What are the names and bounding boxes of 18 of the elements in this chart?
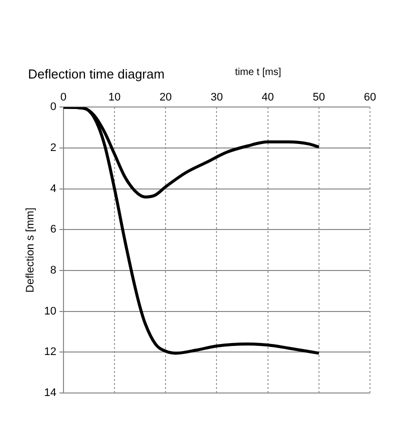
chart-title: Deflection time diagram [28,66,165,82]
y-tick-label: 4 [50,182,56,195]
x-tick-label: 30 [210,92,223,104]
x-tick-label: 20 [160,92,172,104]
x-tick-label: 0 [60,92,66,104]
x-tick-label: 10 [108,92,121,104]
y-tick-label: 10 [44,305,56,318]
y-tick-label: 2 [50,142,56,154]
y-tick-label: 0 [50,101,56,114]
x-tick-label: 40 [262,92,274,104]
y-tick-label: 8 [50,264,56,277]
x-tick-label: 50 [312,92,326,104]
x-axis-title: time t [ms] [235,66,282,78]
x-tick-label: 60 [364,92,376,104]
y-tick-label: 12 [44,346,56,358]
y-tick-label: 14 [44,387,56,400]
y-tick-label: 6 [50,224,56,236]
y-axis-title: Deflection s [mm] [24,208,37,293]
